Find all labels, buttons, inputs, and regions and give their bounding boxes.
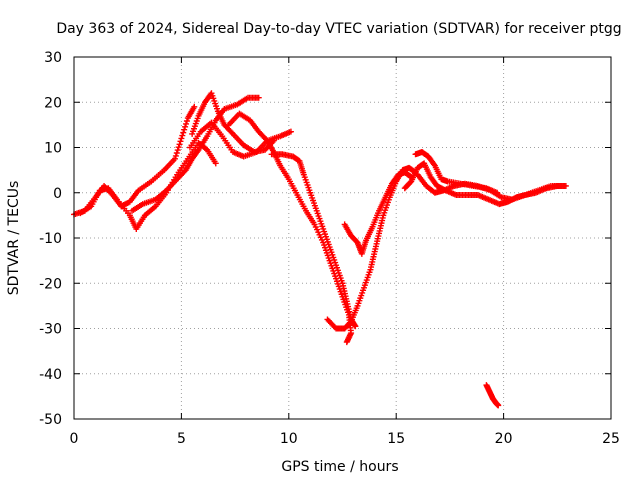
x-tick-label: 20 xyxy=(495,431,513,447)
data-point xyxy=(172,152,179,159)
data-point xyxy=(177,138,184,145)
series-track-l xyxy=(414,171,567,203)
series-track-i xyxy=(341,169,415,257)
series-track-b xyxy=(77,139,219,232)
data-point xyxy=(560,182,567,189)
data-point xyxy=(171,155,178,162)
y-tick-label: 10 xyxy=(44,141,62,157)
x-axis-label: GPS time / hours xyxy=(281,459,398,475)
y-tick-label: -10 xyxy=(39,231,62,247)
data-point xyxy=(176,141,183,148)
y-tick-label: -50 xyxy=(39,412,62,428)
series-track-m xyxy=(483,382,502,409)
data-point xyxy=(182,123,189,130)
series-track-g xyxy=(268,151,359,330)
data-point xyxy=(343,339,350,346)
data-point xyxy=(430,161,437,168)
y-tick-label: 20 xyxy=(44,95,62,111)
data-point xyxy=(179,132,186,139)
chart-title: Day 363 of 2024, Sidereal Day-to-day VTE… xyxy=(56,21,621,37)
y-tick-label: -30 xyxy=(39,322,62,338)
data-point xyxy=(181,126,188,133)
data-point xyxy=(495,402,502,409)
data-point xyxy=(174,147,181,154)
y-tick-label: 0 xyxy=(53,186,62,202)
x-tick-label: 5 xyxy=(177,431,186,447)
y-tick-labels: -50 -40 -30 -20 -10 0 10 20 30 xyxy=(39,50,62,428)
data-point xyxy=(180,129,187,136)
data-point xyxy=(173,149,180,156)
data-point xyxy=(175,144,182,151)
series-track-c xyxy=(128,94,262,214)
x-tick-label: 25 xyxy=(602,431,620,447)
data-point xyxy=(228,129,235,136)
data-point xyxy=(183,117,190,124)
data-point xyxy=(191,103,198,110)
y-axis-label: SDTVAR / TECUs xyxy=(6,181,22,296)
data-point xyxy=(178,135,185,142)
x-tick-label: 10 xyxy=(280,431,298,447)
data-points xyxy=(71,90,569,409)
series-track-f xyxy=(225,110,355,346)
series-track-e xyxy=(186,119,294,160)
y-tick-label: 30 xyxy=(44,50,62,66)
plot-frame xyxy=(73,56,612,420)
data-point xyxy=(183,120,190,127)
x-tick-labels: 0 5 10 15 20 25 xyxy=(70,431,620,447)
x-tick-label: 0 xyxy=(70,431,79,447)
x-tick-label: 15 xyxy=(387,431,405,447)
y-tick-label: -40 xyxy=(39,367,62,383)
data-point xyxy=(352,323,359,330)
data-point xyxy=(347,319,354,326)
y-tick-label: -20 xyxy=(39,276,62,292)
data-point xyxy=(194,148,201,155)
data-point xyxy=(212,160,219,167)
data-point xyxy=(255,94,262,101)
data-point xyxy=(287,128,294,135)
